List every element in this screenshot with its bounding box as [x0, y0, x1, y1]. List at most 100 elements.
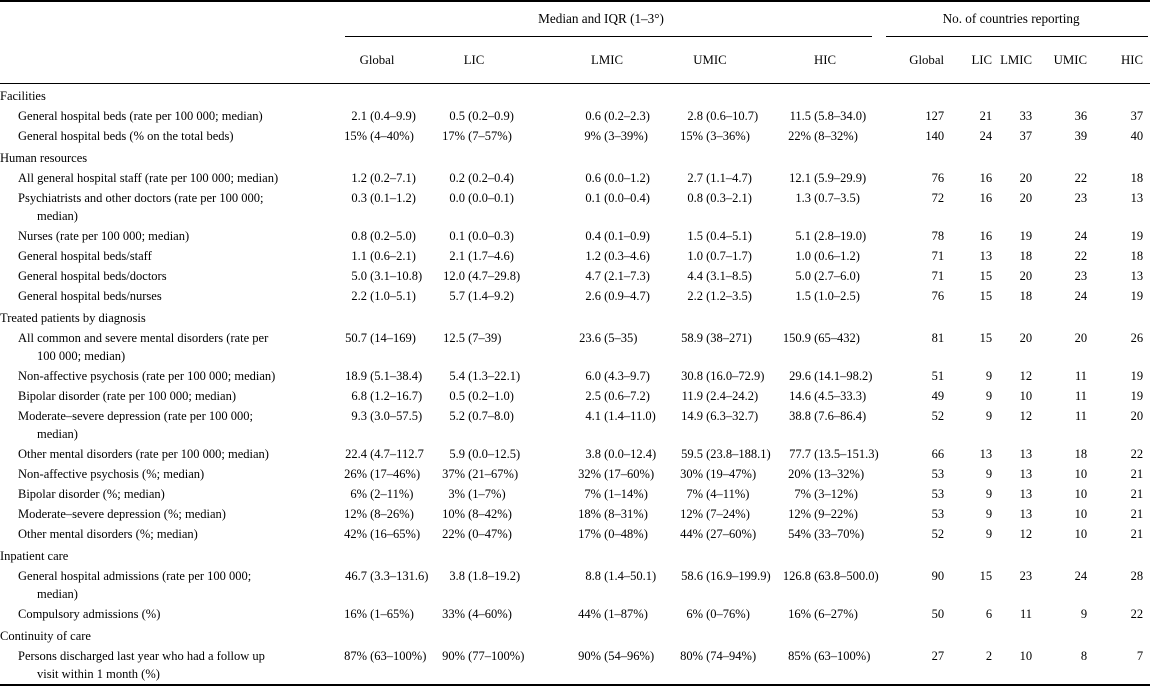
median-value: 85%	[788, 649, 811, 663]
iqr-range: (1–7%)	[468, 487, 506, 501]
table-row: Other mental disorders (rate per 100 000…	[0, 444, 1150, 464]
table-row: Bipolar disorder (%; median) 6% (2–11%) 3%…	[0, 484, 1150, 504]
count-cell: 52	[931, 527, 945, 541]
iqr-range: (0–76%)	[706, 607, 750, 621]
median-value: 18%	[578, 507, 601, 521]
median-cell: 5.1 (2.8–19.0)	[750, 226, 872, 246]
median-cell: 8.8 (1.4–50.1)	[516, 566, 656, 604]
iqr-range: (8–26%)	[370, 507, 414, 521]
median-value: 5.9	[449, 447, 465, 461]
median-value: 12.5	[443, 331, 465, 345]
median-value: 150.9	[782, 331, 811, 345]
median-cell: 5.4 (1.3–22.1)	[420, 366, 520, 386]
median-cell: 0.8 (0.3–2.1)	[646, 188, 752, 226]
count-cell: 71	[931, 269, 945, 283]
iqr-range: (1.4–9.2)	[468, 289, 514, 303]
count-cell: 11	[1075, 409, 1088, 423]
median-cell: 22% (0–47%)	[420, 524, 516, 544]
count-col-header-umic: UMIC	[1034, 37, 1091, 84]
group-header-row: Median and IQR (1–3°) No. of countries r…	[0, 1, 1150, 37]
median-value: 33%	[442, 607, 465, 621]
median-value: 6%	[686, 607, 703, 621]
count-cell: 37	[1019, 129, 1033, 143]
table-header: Median and IQR (1–3°) No. of countries r…	[0, 1, 1150, 84]
median-value: 2.1	[449, 249, 465, 263]
iqr-range: (1.2–16.7)	[370, 389, 423, 403]
median-value: 44%	[578, 607, 601, 621]
section-row: Inpatient care	[0, 544, 1150, 566]
count-cell: 9	[985, 487, 993, 501]
row-label: General hospital beds/doctors	[18, 269, 167, 283]
row-label: Compulsory admissions (%)	[18, 607, 161, 621]
iqr-range: (6–27%)	[814, 607, 858, 621]
count-cell: 9	[985, 409, 993, 423]
median-cell: 22% (8–32%)	[750, 126, 872, 146]
median-cell: 3.8 (0.0–12.4)	[516, 444, 656, 464]
count-cell: 12	[1019, 369, 1033, 383]
iqr-range: (0.2–0.4)	[468, 171, 514, 185]
median-cell: 17% (0–48%)	[516, 524, 648, 544]
row-label: General hospital beds (rate per 100 000;…	[18, 109, 263, 123]
median-value: 2.2	[351, 289, 367, 303]
median-value: 7%	[794, 487, 811, 501]
iqr-range: (1.1–4.7)	[706, 171, 752, 185]
count-cell: 19	[1019, 229, 1033, 243]
iqr-range: (1.2–3.5)	[706, 289, 752, 303]
iqr-range: (0.2–1.0)	[468, 389, 514, 403]
median-cell: 0.2 (0.2–0.4)	[420, 168, 516, 188]
iqr-range: (3–39%)	[604, 129, 648, 143]
count-cell: 22	[1074, 249, 1088, 263]
iqr-range: (1.4–11.0)	[604, 409, 656, 423]
table-row: General hospital admissions (rate per 10…	[0, 566, 1150, 604]
count-cell: 50	[931, 607, 945, 621]
count-cell: 19	[1130, 389, 1144, 403]
median-value: 20%	[788, 467, 811, 481]
median-cell: 6.0 (4.3–9.7)	[516, 366, 650, 386]
table-row: Bipolar disorder (rate per 100 000; medi…	[0, 386, 1150, 406]
iqr-range: (4.7–112.7	[370, 447, 424, 461]
median-value: 1.2	[585, 249, 601, 263]
count-cell: 11	[1075, 389, 1088, 403]
count-col-header-global: Global	[872, 37, 947, 84]
median-value: 50.7	[345, 331, 367, 345]
count-cell: 20	[1074, 331, 1088, 345]
median-cell: 85% (63–100%)	[750, 646, 872, 685]
iqr-range: (3.1–10.8)	[370, 269, 423, 283]
median-value: 5.1	[795, 229, 811, 243]
count-cell: 10	[1019, 649, 1033, 663]
count-cell: 22	[1130, 447, 1144, 461]
median-value: 15%	[680, 129, 703, 143]
count-cell: 53	[931, 467, 945, 481]
count-cell: 16	[979, 229, 993, 243]
median-value: 3.8	[585, 447, 601, 461]
count-cell: 20	[1019, 331, 1033, 345]
median-cell: 58.6 (16.9–199.9)	[646, 566, 771, 604]
median-cell: 4.4 (3.1–8.5)	[646, 266, 752, 286]
iqr-range: (17–46%)	[370, 467, 421, 481]
median-value: 1.0	[687, 249, 703, 263]
iqr-range: (16–65%)	[370, 527, 421, 541]
iqr-range: (0.7–8.0)	[468, 409, 514, 423]
count-cell: 20	[1019, 269, 1033, 283]
median-iqr-group-label: Median and IQR (1–3°)	[538, 11, 664, 26]
iqr-range: (2–11%)	[370, 487, 414, 501]
median-cell: 126.8 (63.8–500.0)	[750, 566, 879, 604]
median-cell: 6.8 (1.2–16.7)	[330, 386, 423, 406]
median-value: 5.0	[795, 269, 811, 283]
median-value: 1.3	[795, 191, 811, 205]
median-value: 5.4	[449, 369, 465, 383]
median-col-header-hic: HIC	[750, 37, 873, 84]
median-cell: 37% (21–67%)	[420, 464, 518, 484]
count-cell: 90	[931, 569, 945, 583]
median-value: 6.0	[585, 369, 601, 383]
median-cell: 90% (54–96%)	[516, 646, 654, 685]
iqr-range: (0.2–7.1)	[370, 171, 416, 185]
row-label: Bipolar disorder (rate per 100 000; medi…	[18, 389, 236, 403]
section-row: Human resources	[0, 146, 1150, 168]
row-label: Moderate–severe depression (rate per 100…	[18, 409, 253, 441]
median-cell: 0.8 (0.2–5.0)	[330, 226, 420, 246]
median-cell: 17% (7–57%)	[420, 126, 516, 146]
iqr-range: (0.0–12.4)	[604, 447, 657, 461]
iqr-range: (0.2–2.3)	[604, 109, 650, 123]
